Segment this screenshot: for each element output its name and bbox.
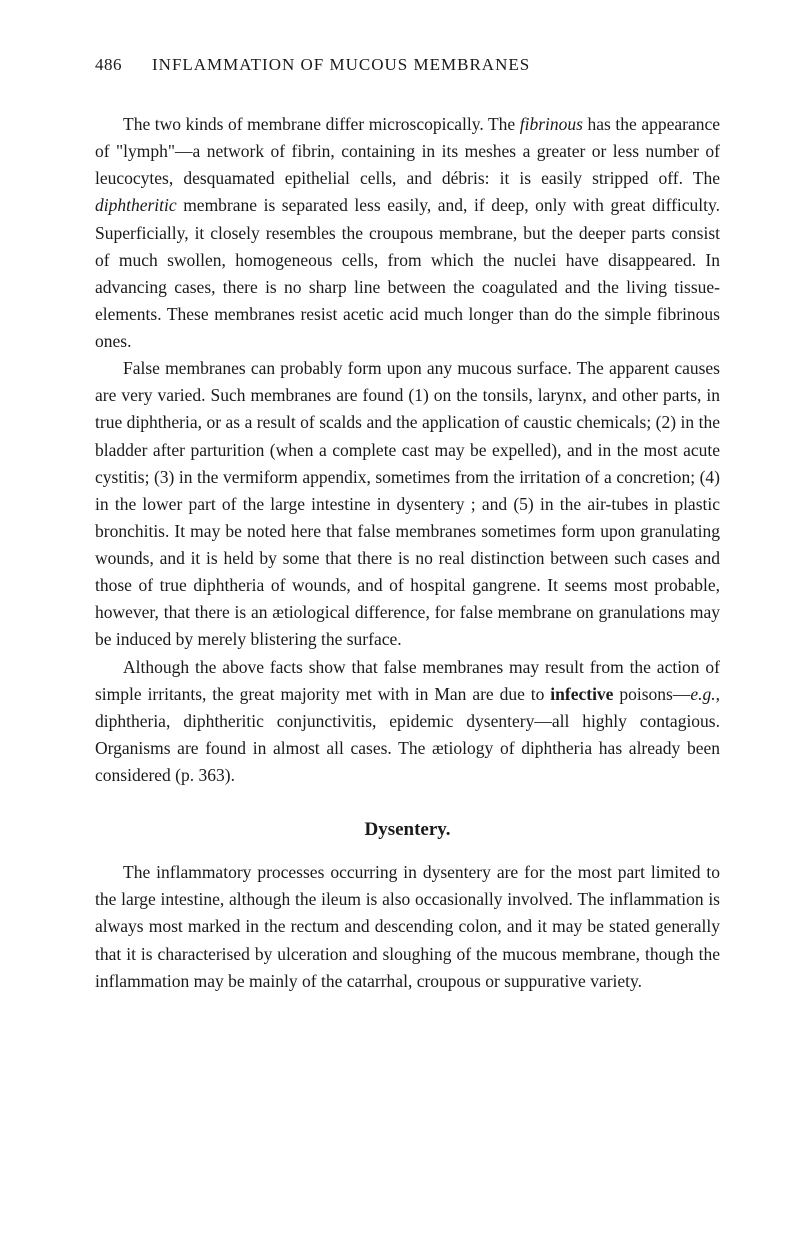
paragraph-2: False membranes can probably form upon a… xyxy=(95,355,720,653)
paragraph-1: The two kinds of membrane differ microsc… xyxy=(95,111,720,355)
paragraph-3: Although the above facts show that false… xyxy=(95,654,720,790)
page-container: 486 INFLAMMATION OF MUCOUS MEMBRANES The… xyxy=(0,0,800,1045)
page-number: 486 xyxy=(95,55,122,75)
section-heading-dysentery: Dysentery. xyxy=(95,819,720,841)
paragraph-4: The inflammatory processes occurring in … xyxy=(95,859,720,995)
page-header: 486 INFLAMMATION OF MUCOUS MEMBRANES xyxy=(95,55,720,75)
running-title: INFLAMMATION OF MUCOUS MEMBRANES xyxy=(152,55,530,75)
